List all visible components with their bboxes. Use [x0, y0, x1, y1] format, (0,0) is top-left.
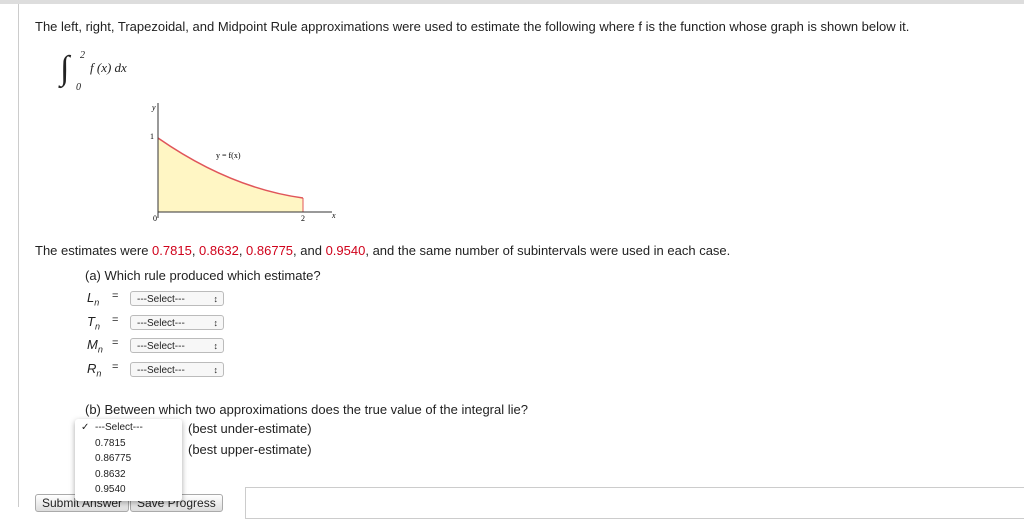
sentence-text: , and the same number of subintervals we…: [365, 243, 731, 258]
sentence-text: , and: [293, 243, 326, 258]
intro: The left, right, Trapezoidal, and Midpoi…: [35, 19, 910, 34]
rule-symbol: L: [87, 290, 95, 305]
upper-limit: 2: [80, 50, 85, 61]
y-tick: 1: [150, 132, 154, 141]
option-text: 0.9540: [95, 484, 126, 495]
dropdown-option[interactable]: 0.86775: [75, 453, 182, 468]
dropdown-menu: ✓ ---Select--- 0.7815 0.86775 0.8632 0.9540: [75, 419, 182, 501]
lower-limit: 0: [76, 82, 81, 93]
rule-select[interactable]: ---Select---: [130, 338, 224, 354]
integral: ∫ 2 0 f (x) dx: [60, 50, 170, 95]
estimate-value: 0.8632: [199, 243, 239, 258]
dropdown-option[interactable]: 0.7815: [75, 438, 182, 453]
rule-subscript: n: [94, 297, 100, 308]
dropdown-option[interactable]: 0.9540: [75, 484, 182, 499]
estimates-sentence: The estimates were 0.7815, 0.8632, 0.867…: [35, 243, 730, 258]
estimate-value: 0.7815: [152, 243, 192, 258]
rule-subscript: n: [96, 368, 102, 379]
rule-symbol: T: [87, 313, 95, 329]
curve: [157, 137, 304, 199]
rule-subscript: n: [97, 344, 103, 355]
rule-label: Rn: [87, 361, 101, 379]
equals: =: [112, 337, 119, 350]
sentence-text: The estimates were: [35, 243, 153, 258]
option-text: 0.7815: [95, 437, 126, 449]
dropdown-option[interactable]: 0.8632: [75, 469, 182, 484]
x-label: x: [331, 211, 336, 220]
rule-subscript: n: [94, 321, 100, 332]
estimate-value: 0.86775: [246, 243, 294, 258]
rule-symbol: M: [87, 337, 98, 353]
top-border: [0, 0, 1024, 4]
estimate-value: 0.9540: [325, 243, 366, 258]
part-a-prompt: (a) Which rule produced which estimate?: [85, 268, 321, 283]
graph: y 1 y = f(x) 0 2 x: [150, 103, 336, 223]
rule-label: Ln: [87, 290, 99, 308]
option-text: 0.86775: [95, 453, 132, 464]
dropdown-option[interactable]: ✓ ---Select---: [75, 422, 182, 437]
part-b-prompt: (b) Between which two approximations doe…: [85, 402, 528, 417]
notes-box: [245, 487, 1024, 519]
origin: 0: [153, 214, 157, 223]
left-border: [18, 0, 19, 507]
rule-symbol: R: [87, 361, 97, 377]
area: [158, 138, 303, 212]
integral-sign: ∫: [60, 50, 70, 87]
rule-select[interactable]: ---Select---: [130, 362, 224, 378]
sentence-text: ,: [191, 243, 200, 258]
equals: =: [112, 313, 119, 326]
rule-select[interactable]: ---Select---: [130, 291, 224, 307]
upper-label: (best upper-estimate): [188, 442, 312, 457]
option-text: ---Select---: [95, 422, 143, 433]
curve-label: y = f(x): [216, 151, 241, 160]
rule-label: Mn: [87, 337, 103, 355]
check-mark: ✓: [81, 422, 90, 433]
under-label: (best under-estimate): [188, 421, 312, 436]
page: The left, right, Trapezoidal, and Midpoi…: [0, 0, 1024, 507]
equals: =: [112, 290, 119, 302]
option-text: 0.8632: [95, 468, 126, 480]
integrand: f (x) dx: [90, 60, 127, 75]
equals: =: [112, 361, 119, 374]
sentence-text: ,: [238, 243, 247, 258]
rule-select[interactable]: ---Select---: [130, 314, 224, 331]
y-label: y: [151, 103, 156, 112]
x-tick: 2: [301, 214, 305, 223]
rule-label: Tn: [87, 314, 100, 332]
